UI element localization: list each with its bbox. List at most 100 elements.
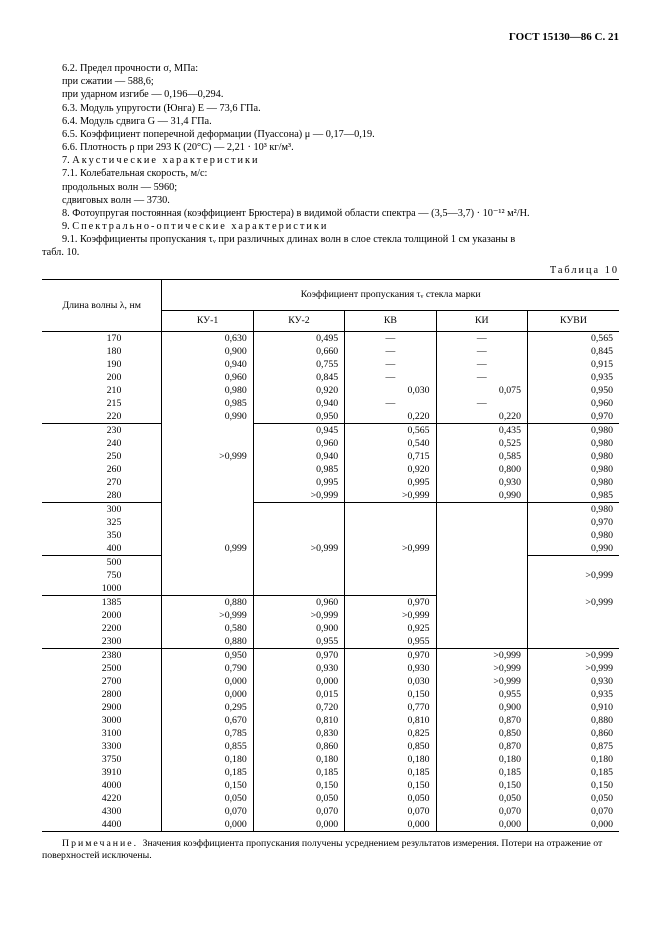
table-row: 2400,9600,5400,5250,980 [42, 437, 619, 450]
table-cell: >0,999 [436, 662, 527, 675]
table-cell [162, 476, 253, 489]
table-cell: 0,050 [436, 792, 527, 805]
table-cell: 0,980 [527, 437, 619, 450]
table-cell: — [436, 331, 527, 345]
table-row: 1800,9000,660——0,845 [42, 345, 619, 358]
table-row: 250>0,9990,9400,7150,5850,980 [42, 450, 619, 463]
table-cell: 0,980 [527, 423, 619, 437]
table-cell: 2800 [42, 688, 162, 701]
table-cell: >0,999 [345, 609, 436, 622]
table-row: 750>0,999 [42, 569, 619, 582]
table-cell: 0,585 [436, 450, 527, 463]
table-cell: 0,960 [253, 595, 344, 609]
table-cell: 200 [42, 371, 162, 384]
table-cell: 170 [42, 331, 162, 345]
table-cell [436, 502, 527, 516]
table-cell [436, 622, 527, 635]
page: ГОСТ 15130—86 С. 21 6.2. Предел прочност… [0, 0, 661, 936]
table-cell: 0,945 [253, 423, 344, 437]
table-cell [253, 555, 344, 569]
table-cell: 2200 [42, 622, 162, 635]
table-cell: 0,770 [345, 701, 436, 714]
table-cell [162, 489, 253, 503]
table-cell: 4220 [42, 792, 162, 805]
table-row: 280>0,999>0,9990,9900,985 [42, 489, 619, 503]
table-cell: 260 [42, 463, 162, 476]
th-ku1: КУ-1 [162, 310, 253, 331]
table-cell [162, 569, 253, 582]
table-cell: 0,220 [345, 410, 436, 424]
table-row: 27000,0000,0000,030>0,9990,930 [42, 675, 619, 688]
table-row: 3250,970 [42, 516, 619, 529]
line-6-2a: при сжатии — 588,6; [42, 75, 619, 88]
table-cell: 220 [42, 410, 162, 424]
table-cell: 180 [42, 345, 162, 358]
table-cell: 0,565 [527, 331, 619, 345]
table-cell: 0,015 [253, 688, 344, 701]
table-cell [345, 569, 436, 582]
table-cell: 0,920 [345, 463, 436, 476]
th-kv: КВ [345, 310, 436, 331]
table-cell: >0,999 [253, 609, 344, 622]
table-cell: 0,295 [162, 701, 253, 714]
table-cell [253, 529, 344, 542]
table-row: 33000,8550,8600,8500,8700,875 [42, 740, 619, 753]
table-cell: 0,870 [436, 714, 527, 727]
table-cell: 0,880 [527, 714, 619, 727]
table-row: 23000,8800,9550,955 [42, 635, 619, 649]
table-cell: 0,670 [162, 714, 253, 727]
table-cell: 0,185 [162, 766, 253, 779]
table-cell: 250 [42, 450, 162, 463]
table-cell [345, 529, 436, 542]
table-cell: 2380 [42, 648, 162, 662]
table-cell: 0,150 [436, 779, 527, 792]
table-cell: 0,960 [527, 397, 619, 410]
table-cell: 0,930 [253, 662, 344, 675]
table-row: 2000>0,999>0,999>0,999 [42, 609, 619, 622]
table-row: 2600,9850,9200,8000,980 [42, 463, 619, 476]
table-cell [162, 555, 253, 569]
table-cell [436, 635, 527, 649]
table-cell: 400 [42, 542, 162, 556]
table-row: 40000,1500,1500,1500,1500,150 [42, 779, 619, 792]
table-cell: 0,970 [253, 648, 344, 662]
table-cell: 0,999 [162, 542, 253, 556]
table-cell: 0,940 [253, 450, 344, 463]
table-cell: 190 [42, 358, 162, 371]
line-9-1a: 9.1. Коэффициенты пропускания τᵥ при раз… [42, 233, 619, 246]
table-row: 44000,0000,0000,0000,0000,000 [42, 818, 619, 832]
table-cell: 0,950 [162, 648, 253, 662]
table-cell: 0,880 [162, 635, 253, 649]
table-cell: 0,000 [162, 818, 253, 832]
table-cell: >0,999 [527, 648, 619, 662]
table-cell: >0,999 [527, 662, 619, 675]
table-cell: 0,920 [253, 384, 344, 397]
table-cell: 0,000 [436, 818, 527, 832]
table-cell: 0,845 [253, 371, 344, 384]
table-row: 23800,9500,9700,970>0,999>0,999 [42, 648, 619, 662]
table-row: 25000,7900,9300,930>0,999>0,999 [42, 662, 619, 675]
table-cell: 0,980 [527, 450, 619, 463]
table-cell: 0,070 [527, 805, 619, 818]
table-row: 2000,9600,845——0,935 [42, 371, 619, 384]
table-cell: 0,180 [345, 753, 436, 766]
table-cell: 3750 [42, 753, 162, 766]
table-cell [162, 516, 253, 529]
table-cell: 0,030 [345, 384, 436, 397]
table-row: 43000,0700,0700,0700,0700,070 [42, 805, 619, 818]
table-cell: 0,955 [436, 688, 527, 701]
table-cell: >0,999 [436, 648, 527, 662]
line-8: 8. Фотоупругая постоянная (коэффициент Б… [42, 207, 619, 220]
table-cell: >0,999 [436, 675, 527, 688]
table-label: Таблица 10 [42, 264, 619, 277]
table-cell: 0,180 [162, 753, 253, 766]
table-cell: 3910 [42, 766, 162, 779]
line-9: 9. Спектрально-оптические характеристики [42, 220, 619, 233]
table-row: 1700,6300,495——0,565 [42, 331, 619, 345]
table-cell: 0,910 [527, 701, 619, 714]
note: Примечание. Значения коэффициента пропус… [42, 838, 619, 862]
table-row: 37500,1800,1800,1800,1800,180 [42, 753, 619, 766]
table-cell: 0,925 [345, 622, 436, 635]
table-cell: 0,000 [527, 818, 619, 832]
table-cell: — [436, 345, 527, 358]
